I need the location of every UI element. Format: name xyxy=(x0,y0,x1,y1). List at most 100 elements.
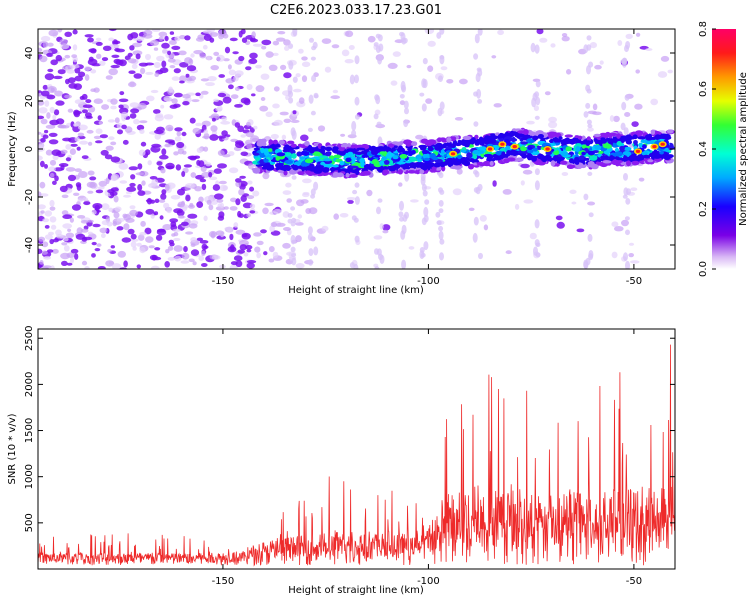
heatmap-speck xyxy=(65,232,75,239)
heatmap-streak xyxy=(588,253,594,261)
heatmap-speck xyxy=(301,75,308,83)
heatmap-signal-cell xyxy=(466,152,473,159)
heatmap-signal-cell xyxy=(301,150,306,156)
heatmap-speck xyxy=(188,258,195,263)
heatmap-signal-cell xyxy=(503,158,510,164)
heatmap-speck xyxy=(44,129,49,134)
heatmap-speck xyxy=(172,103,181,108)
heatmap-speck xyxy=(192,127,201,135)
heatmap-signal-cell xyxy=(418,144,428,149)
heatmap-signal-cell xyxy=(631,160,640,166)
heatmap-signal-cell xyxy=(382,169,390,175)
heatmap-streak xyxy=(376,121,382,127)
heatmap-streak xyxy=(587,171,593,176)
heatmap-signal-cell xyxy=(300,161,306,167)
heatmap-speck xyxy=(151,29,161,32)
heatmap-streak xyxy=(534,180,540,191)
heatmap-streak xyxy=(534,115,540,120)
heatmap-speck xyxy=(139,247,146,254)
heatmap-speck xyxy=(45,124,56,129)
heatmap-speck xyxy=(126,186,137,192)
heatmap-speck xyxy=(38,107,48,114)
heatmap-signal-cell xyxy=(433,162,441,168)
heatmap-speck xyxy=(213,168,222,174)
heatmap-speck xyxy=(161,42,170,49)
heatmap-speck xyxy=(387,62,398,69)
heatmap-speck xyxy=(110,141,117,146)
heatmap-speck xyxy=(74,168,82,173)
heatmap-speck xyxy=(179,35,186,40)
heatmap-streak xyxy=(478,252,483,260)
heatmap-streak xyxy=(290,246,296,253)
heatmap-hotspot-core xyxy=(450,152,456,156)
heatmap-speck xyxy=(170,195,181,200)
heatmap-speck xyxy=(630,260,640,264)
heatmap-streak xyxy=(288,43,294,49)
heatmap-speck xyxy=(167,127,173,132)
heatmap-speck xyxy=(70,143,78,147)
heatmap-speck xyxy=(44,73,55,81)
heatmap-speck xyxy=(305,208,312,214)
heatmap-speck xyxy=(91,241,97,246)
heatmap-streak xyxy=(351,120,357,131)
heatmap-speck xyxy=(185,73,190,78)
heatmap-speck xyxy=(193,50,204,55)
heatmap-speck xyxy=(48,132,58,137)
heatmap-signal-cell xyxy=(408,156,417,162)
heatmap-speck xyxy=(630,187,638,191)
heatmap-speck xyxy=(132,50,143,56)
heatmap-signal-cell xyxy=(581,151,586,156)
heatmap-speck xyxy=(39,55,48,63)
heatmap-speck xyxy=(129,205,136,210)
heatmap-speck xyxy=(64,94,72,99)
heatmap-streak xyxy=(623,252,628,262)
heatmap-signal-cell xyxy=(371,148,380,152)
heatmap-speck xyxy=(82,104,93,108)
heatmap-speck xyxy=(99,227,108,234)
heatmap-speck xyxy=(47,249,54,253)
heatmap-speck xyxy=(96,243,102,247)
y-tick-label: 40 xyxy=(24,47,35,60)
heatmap-streak xyxy=(403,119,409,128)
heatmap-signal-cell xyxy=(602,160,612,164)
heatmap-speck xyxy=(93,98,104,104)
heatmap-speck xyxy=(84,266,90,269)
heatmap-speck xyxy=(272,52,279,57)
heatmap-streak xyxy=(474,171,480,178)
heatmap-signal-cell xyxy=(665,135,672,140)
heatmap-signal-cell xyxy=(554,132,562,138)
heatmap-signal-cell xyxy=(483,140,492,144)
heatmap-speck xyxy=(174,255,182,262)
heatmap-signal-cell xyxy=(393,145,398,149)
heatmap-speck xyxy=(118,163,129,170)
heatmap-speck xyxy=(105,260,115,267)
heatmap-streak xyxy=(373,113,379,120)
heatmap-signal-cell xyxy=(501,151,506,157)
heatmap-signal-cell xyxy=(568,141,577,145)
heatmap-speck xyxy=(113,211,120,219)
heatmap-signal-cell xyxy=(386,148,394,154)
heatmap-speck xyxy=(87,190,94,194)
spectrogram-x-axis-label: Height of straight line (km) xyxy=(288,285,424,296)
heatmap-speck xyxy=(550,43,556,48)
heatmap-speck xyxy=(201,183,207,191)
heatmap-signal-cell xyxy=(403,139,412,145)
heatmap-signal-cell xyxy=(614,151,623,157)
y-tick-label: 1000 xyxy=(24,464,35,489)
heatmap-signal-cell xyxy=(397,147,405,153)
heatmap-speck xyxy=(190,249,200,256)
heatmap-signal-cell xyxy=(324,163,334,168)
heatmap-hotspot-core xyxy=(512,145,517,149)
heatmap-speck xyxy=(273,86,280,92)
heatmap-signal-cell xyxy=(394,141,404,146)
heatmap-signal-cell xyxy=(296,151,303,157)
heatmap-speck xyxy=(189,155,197,161)
heatmap-speck xyxy=(611,221,619,227)
heatmap-streak xyxy=(307,226,313,235)
heatmap-streak xyxy=(587,233,593,242)
heatmap-signal-cell xyxy=(548,131,556,136)
heatmap-speck xyxy=(130,32,139,39)
heatmap-speck xyxy=(68,83,78,89)
heatmap-speck xyxy=(492,180,497,187)
